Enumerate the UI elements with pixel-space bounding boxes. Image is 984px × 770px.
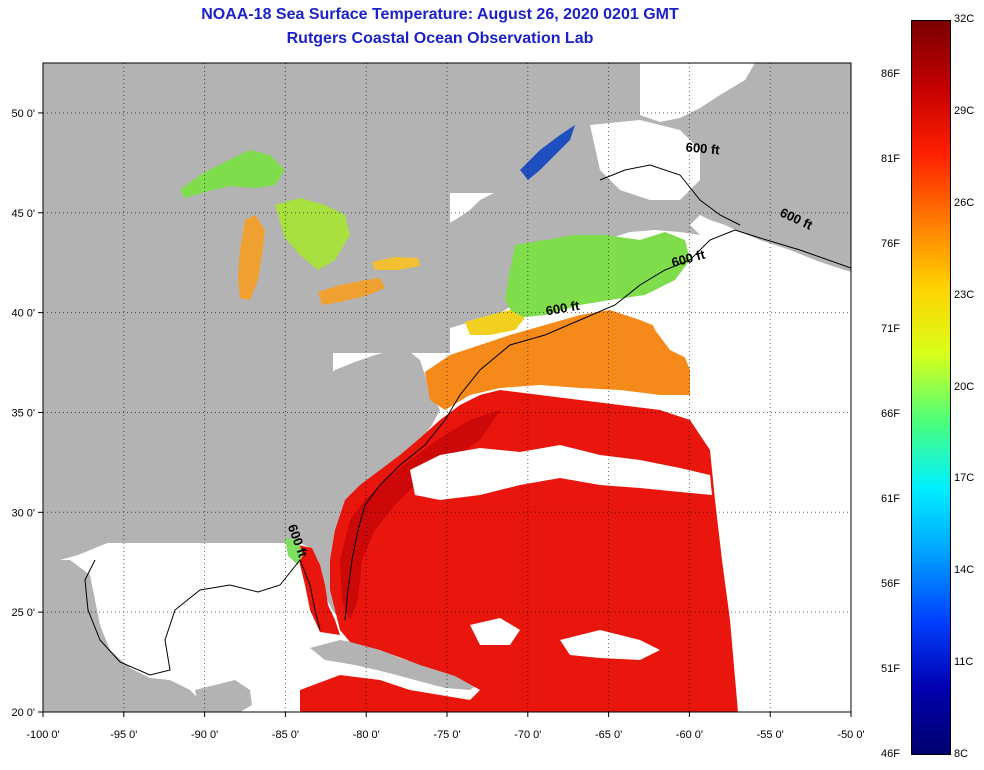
- lake-huron: [275, 198, 350, 270]
- cloud-patch-bahamas: [470, 618, 520, 645]
- longitude-axis: -100 0' -95 0' -90 0' -85 0' -80 0' -75 0' -70…: [26, 712, 865, 741]
- lat-tick-label: 25 0': [11, 607, 35, 619]
- lon-tick-label: -80 0': [353, 729, 380, 741]
- lon-tick-label: -70 0': [514, 729, 541, 741]
- lon-tick-label: -55 0': [757, 729, 784, 741]
- land-mexico: [43, 560, 210, 712]
- colorbar-fahrenheit-label: 76F: [881, 238, 900, 250]
- contour-label-600ft: 600 ft: [545, 298, 582, 319]
- map-subtitle: Rutgers Coastal Ocean Observation Lab: [286, 30, 594, 47]
- lat-tick-label: 20 0': [11, 707, 35, 719]
- contour-600ft-atlantic: [344, 229, 851, 621]
- colorbar-celsius-label: 23C: [954, 288, 975, 301]
- latitude-axis: 20 0' 25 0' 30 0' 35 0' 40 0' 45 0' 50 0': [11, 108, 43, 719]
- colorbar-celsius-label: 11C: [954, 656, 974, 669]
- sst-florida-shelf: [298, 545, 340, 635]
- colorbar-celsius-label: 8C: [954, 748, 969, 760]
- colorbar-celsius-label: 26C: [954, 196, 975, 209]
- lon-tick-label: -75 0': [433, 729, 460, 741]
- lat-tick-label: 45 0': [11, 208, 35, 220]
- lake-ontario: [372, 257, 420, 270]
- map-title: NOAA-18 Sea Surface Temperature: August …: [201, 6, 679, 23]
- colorbar-fahrenheit-label: 46F: [881, 748, 900, 760]
- lon-tick-label: -95 0': [110, 729, 137, 741]
- colorbar-fahrenheit-label: 61F: [881, 493, 900, 505]
- lat-tick-label: 40 0': [11, 308, 35, 320]
- colorbar-celsius-label: 14C: [954, 564, 975, 577]
- lon-tick-label: -65 0': [595, 729, 622, 741]
- land-cuba: [310, 640, 478, 690]
- colorbar-fahrenheit-label: 56F: [881, 578, 900, 590]
- lon-tick-label: -60 0': [676, 729, 703, 741]
- lon-tick-label: -85 0': [272, 729, 299, 741]
- cloud-band-atlantic: [410, 445, 712, 500]
- colorbar-fahrenheit-label: 66F: [881, 408, 900, 420]
- cloud-patch-caribbean: [560, 630, 660, 660]
- land-newfoundland: [698, 98, 820, 195]
- land-interior: [43, 63, 333, 543]
- lat-tick-label: 30 0': [11, 507, 35, 519]
- sst-gulf-st-lawrence: [590, 120, 700, 200]
- sst-shelf-waters: [425, 310, 690, 410]
- temperature-colorbar: [911, 20, 951, 755]
- sst-coastal-maine: [505, 232, 690, 318]
- colorbar-celsius-label: 32C: [954, 13, 975, 25]
- lake-erie: [318, 278, 385, 305]
- lat-tick-label: 35 0': [11, 407, 35, 419]
- graticule: [43, 63, 851, 712]
- lon-tick-label: -90 0': [191, 729, 218, 741]
- lat-tick-label: 50 0': [11, 108, 35, 120]
- lon-tick-label: -50 0': [837, 729, 864, 741]
- colorbar-celsius-label: 20C: [954, 380, 975, 393]
- colorbar-fahrenheit-label: 86F: [881, 68, 900, 80]
- sst-florida-shelf-cool: [285, 538, 303, 565]
- sst-st-lawrence-estuary: [520, 125, 575, 180]
- contour-600ft-stlawrence: [599, 164, 741, 226]
- sst-gulf-stream: [340, 410, 500, 620]
- lon-tick-label: -100 0': [26, 729, 59, 741]
- colorbar-celsius-label: 17C: [954, 472, 975, 485]
- colorbar-fahrenheit-label: 81F: [881, 153, 900, 165]
- colorbar-fahrenheit-label: 71F: [881, 323, 900, 335]
- contour-600ft-gulf: [84, 559, 321, 676]
- land-yucatan: [195, 680, 252, 712]
- lake-superior: [180, 150, 285, 198]
- sst-map: -100 0' -95 0' -90 0' -85 0' -80 0' -75 0' -70…: [11, 62, 865, 741]
- colorbar-fahrenheit-label: 51F: [881, 663, 900, 675]
- cloud-patch-gulf-maine: [640, 290, 700, 360]
- colorbar-celsius-label: 29C: [954, 104, 975, 117]
- lake-michigan: [238, 215, 265, 300]
- contour-label-600ft: 600 ft: [685, 139, 721, 157]
- sst-coastal-ny: [465, 310, 525, 335]
